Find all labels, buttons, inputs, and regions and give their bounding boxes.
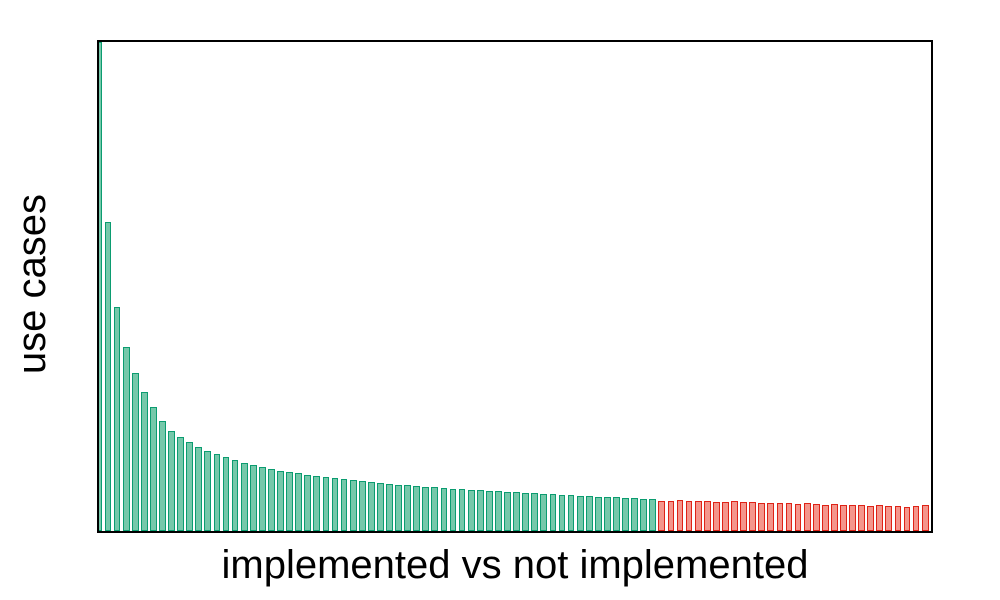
bar-not-implemented — [694, 501, 702, 531]
bar-not-implemented — [812, 504, 820, 531]
bar-implemented — [213, 454, 221, 531]
bar-implemented — [268, 469, 275, 531]
bar-implemented — [177, 437, 185, 531]
bar-not-implemented — [722, 502, 729, 531]
bar-implemented — [594, 497, 602, 531]
bar-implemented — [168, 431, 175, 531]
bar-not-implemented — [676, 500, 684, 531]
bar-implemented — [585, 496, 593, 531]
bar-not-implemented — [749, 502, 757, 531]
bar-implemented — [640, 499, 648, 531]
bar-implemented — [622, 498, 629, 531]
bar-implemented — [149, 407, 157, 531]
bar-implemented — [286, 472, 293, 531]
bar-implemented — [567, 495, 575, 531]
plot-area — [99, 42, 931, 531]
bar-not-implemented — [840, 505, 847, 531]
bar-implemented — [159, 421, 166, 531]
bar-not-implemented — [894, 506, 902, 531]
x-axis-label: implemented vs not implemented — [221, 543, 809, 587]
bar-not-implemented — [803, 503, 811, 531]
bar-implemented — [295, 473, 303, 531]
bar-implemented — [331, 478, 339, 531]
bar-not-implemented — [685, 501, 693, 531]
bar-implemented — [504, 492, 511, 531]
y-axis-label: use cases — [9, 194, 54, 375]
bar-implemented — [376, 483, 384, 531]
bar-implemented — [431, 487, 439, 531]
plot-frame — [97, 40, 933, 533]
bar-implemented — [485, 491, 493, 531]
bar-implemented — [540, 494, 548, 531]
bar-implemented — [413, 486, 421, 531]
bar-implemented — [240, 463, 248, 531]
bar-not-implemented — [821, 505, 829, 531]
bar-implemented — [140, 392, 148, 531]
bar-implemented — [304, 475, 312, 531]
bar-implemented — [367, 482, 375, 531]
bar-not-implemented — [849, 505, 856, 531]
bar-not-implemented — [740, 502, 747, 531]
bar-not-implemented — [912, 506, 920, 531]
bar-implemented — [440, 488, 448, 531]
bar-implemented — [349, 480, 357, 531]
bar-implemented — [576, 496, 584, 531]
bar-implemented — [458, 489, 466, 531]
bar-implemented — [495, 491, 502, 531]
bar-implemented — [395, 485, 402, 531]
bar-not-implemented — [703, 501, 711, 531]
bar-implemented — [258, 467, 266, 531]
bar-implemented — [313, 476, 321, 531]
bar-not-implemented — [712, 502, 720, 531]
bar-implemented — [322, 477, 330, 531]
bar-implemented — [522, 493, 530, 531]
bar-implemented — [449, 489, 457, 531]
bar-implemented — [422, 487, 430, 531]
bar-implemented — [195, 447, 203, 531]
bar-implemented — [104, 222, 112, 531]
bar-implemented — [204, 451, 212, 531]
bar-implemented — [222, 457, 230, 531]
bar-implemented — [131, 373, 139, 531]
bar-implemented — [603, 497, 611, 531]
bar-implemented — [386, 484, 393, 531]
bar-not-implemented — [921, 505, 929, 531]
bar-not-implemented — [876, 505, 884, 531]
bar-not-implemented — [758, 503, 766, 531]
bar-implemented — [231, 460, 239, 531]
bar-not-implemented — [658, 501, 666, 531]
bar-not-implemented — [767, 503, 775, 531]
bar-implemented — [531, 493, 539, 531]
bar-implemented — [631, 498, 639, 531]
y-axis-label-container: use cases — [6, 40, 58, 529]
bar-implemented — [358, 481, 366, 531]
bar-implemented — [513, 492, 520, 531]
bar-not-implemented — [667, 501, 675, 531]
bar-implemented — [113, 307, 121, 531]
bar-implemented — [340, 479, 348, 531]
bar-implemented — [404, 485, 412, 531]
bar-implemented — [277, 471, 284, 531]
bar-implemented — [558, 495, 566, 531]
bar-implemented — [122, 347, 130, 531]
bar-implemented — [99, 42, 103, 531]
bar-not-implemented — [731, 501, 738, 531]
bar-not-implemented — [794, 504, 802, 531]
bar-not-implemented — [867, 506, 875, 531]
bar-not-implemented — [776, 503, 784, 531]
bar-implemented — [467, 490, 475, 531]
bar-implemented — [549, 494, 557, 531]
bar-implemented — [613, 497, 620, 531]
bar-not-implemented — [785, 503, 793, 531]
bar-not-implemented — [885, 506, 893, 531]
bar-not-implemented — [903, 507, 911, 531]
bar-implemented — [649, 499, 657, 531]
bar-not-implemented — [830, 504, 838, 531]
bar-implemented — [186, 442, 194, 531]
bar-not-implemented — [858, 505, 866, 531]
bar-implemented — [249, 465, 257, 531]
bar-implemented — [476, 490, 484, 531]
